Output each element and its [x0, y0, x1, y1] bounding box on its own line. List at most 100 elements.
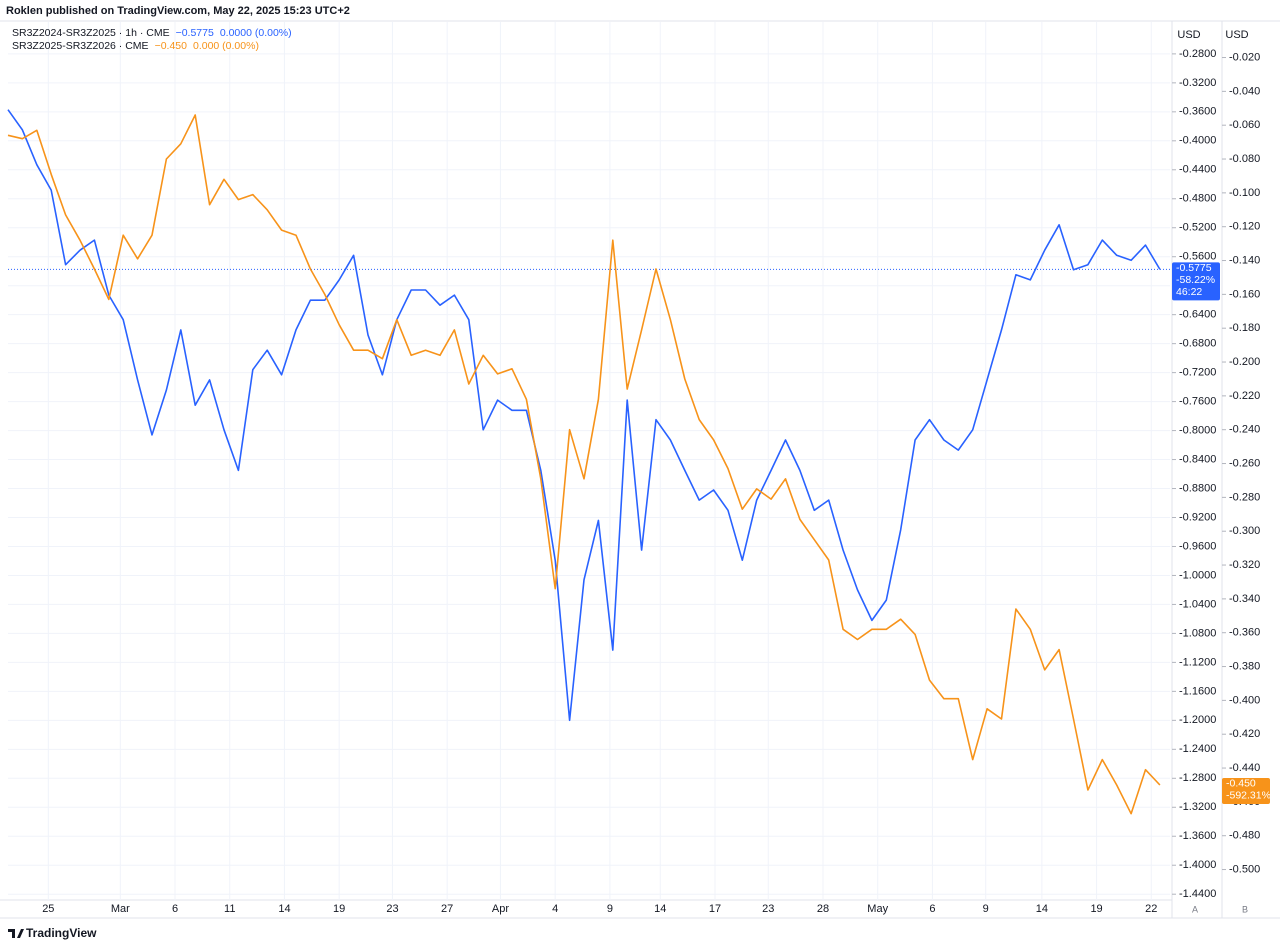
- x-tick-label: 6: [929, 903, 935, 915]
- y2-tick-label: -0.080: [1229, 153, 1260, 165]
- legend-entry: SR3Z2025-SR3Z2026 · CME −0.450 0.000 (0.00…: [12, 40, 259, 52]
- y-tick-label: -1.1200: [1179, 656, 1216, 668]
- axis-unit: USD: [1177, 29, 1200, 41]
- x-tick-label: 9: [983, 903, 989, 915]
- price-tag-label: -0.450: [1226, 778, 1256, 790]
- y2-tick-label: -0.480: [1229, 830, 1260, 842]
- x-tick-label: 11: [224, 903, 235, 915]
- y2-tick-label: -0.320: [1229, 559, 1260, 571]
- x-tick-label: 27: [441, 903, 453, 915]
- y2-tick-label: -0.500: [1229, 863, 1260, 875]
- y2-tick-label: -0.300: [1229, 525, 1260, 537]
- legend-text: 0.0000 (0.00%): [220, 27, 292, 39]
- x-tick-label: May: [867, 903, 888, 915]
- y-tick-label: -0.6400: [1179, 309, 1216, 321]
- grid: [8, 22, 1170, 900]
- y2-tick-label: -0.440: [1229, 762, 1260, 774]
- y2-tick-label: -0.180: [1229, 322, 1260, 334]
- y-tick-label: -1.0800: [1179, 627, 1216, 639]
- y2-tick-label: -0.140: [1229, 254, 1260, 266]
- y-tick-label: -0.2800: [1179, 48, 1216, 60]
- x-tick-label: 4: [552, 903, 558, 915]
- y2-tick-label: -0.160: [1229, 288, 1260, 300]
- y-tick-label: -1.2800: [1179, 772, 1216, 784]
- y-tick-label: -0.7200: [1179, 367, 1216, 379]
- legend-text: −0.450: [155, 40, 188, 52]
- y-tick-label: -0.5600: [1179, 251, 1216, 263]
- y-tick-label: -0.7600: [1179, 396, 1216, 408]
- y-tick-label: -0.8400: [1179, 453, 1216, 465]
- y2-tick-label: -0.220: [1229, 390, 1260, 402]
- y-tick-label: -0.5200: [1179, 222, 1216, 234]
- y-tick-label: -0.6800: [1179, 338, 1216, 350]
- x-tick-label: 9: [607, 903, 613, 915]
- y2-tick-label: -0.360: [1229, 627, 1260, 639]
- y-tick-label: -0.4800: [1179, 193, 1216, 205]
- x-tick-label: Mar: [111, 903, 130, 915]
- y-tick-label: -0.9600: [1179, 540, 1216, 552]
- y2-tick-label: -0.260: [1229, 457, 1260, 469]
- price-tag-label: 46:22: [1176, 286, 1202, 298]
- x-tick-label: 23: [762, 903, 774, 915]
- x-tick-label: Apr: [492, 903, 509, 915]
- y2-tick-label: -0.240: [1229, 424, 1260, 436]
- y-tick-label: -0.8800: [1179, 482, 1216, 494]
- y-tick-label: -1.0000: [1179, 569, 1216, 581]
- y2-tick-label: -0.340: [1229, 593, 1260, 605]
- y-tick-label: -1.3600: [1179, 830, 1216, 842]
- x-tick-label: 22: [1145, 903, 1157, 915]
- plot: [7, 109, 1170, 815]
- price-tag-label: -0.5775: [1176, 262, 1212, 274]
- y-tick-label: -0.3600: [1179, 106, 1216, 118]
- scale-mode[interactable]: A: [1192, 904, 1198, 914]
- price-tag: [1222, 777, 1270, 804]
- y2-tick-label: -0.400: [1229, 694, 1260, 706]
- x-tick-label: 19: [1090, 903, 1102, 915]
- y-tick-label: -1.4400: [1179, 888, 1216, 900]
- series-line: [7, 109, 1161, 722]
- x-tick-label: 14: [1036, 903, 1048, 915]
- y2-tick-label: -0.280: [1229, 491, 1260, 503]
- y-tick-label: -0.8000: [1179, 424, 1216, 436]
- scale-mode[interactable]: B: [1242, 904, 1248, 914]
- x-tick-label: 19: [333, 903, 345, 915]
- y2-tick-label: -0.380: [1229, 660, 1260, 672]
- y-tick-label: -1.1600: [1179, 685, 1216, 697]
- y-tick-label: -1.3200: [1179, 801, 1216, 813]
- legend-text: SR3Z2024-SR3Z2025 · 1h · CME: [12, 27, 170, 39]
- y-tick-label: -1.2400: [1179, 743, 1216, 755]
- header: Roklen published on TradingView.com, May…: [6, 5, 350, 17]
- x-tick-label: 14: [654, 903, 666, 915]
- y2-tick-label: -0.060: [1229, 119, 1260, 131]
- y2-tick-label: -0.020: [1229, 51, 1260, 63]
- price-tag-label: -592.31%: [1226, 790, 1271, 802]
- y2-tick-label: -0.420: [1229, 728, 1260, 740]
- y-tick-label: -1.4000: [1179, 859, 1216, 871]
- x-tick-label: 23: [386, 903, 398, 915]
- x-tick-label: 28: [817, 903, 829, 915]
- y-tick-label: -0.9200: [1179, 511, 1216, 523]
- legend-text: SR3Z2025-SR3Z2026 · CME: [12, 40, 149, 52]
- y-tick-label: -1.2000: [1179, 714, 1216, 726]
- y2-tick-label: -0.200: [1229, 356, 1260, 368]
- y-tick-label: -0.4000: [1179, 135, 1216, 147]
- labels: 25 Mar 6 11 14 19 23 27 Apr 4 9 14 17 23 28 May 6 9 14 19 22…: [12, 27, 1271, 915]
- legend-text: −0.5775: [176, 27, 214, 39]
- y2-tick-label: -0.120: [1229, 221, 1260, 233]
- series-line: [7, 114, 1161, 815]
- price-tag-label: -58.22%: [1176, 274, 1215, 286]
- price-tag: [1172, 262, 1220, 301]
- y-tick-label: -1.0400: [1179, 598, 1216, 610]
- brand-logo: [8, 929, 24, 938]
- y-tick-label: -0.3200: [1179, 77, 1216, 89]
- x-tick-label: 14: [278, 903, 290, 915]
- x-tick-label: 6: [172, 903, 178, 915]
- x-tick-label: 25: [42, 903, 54, 915]
- y2-tick-label: -0.100: [1229, 187, 1260, 199]
- x-tick-label: 17: [709, 903, 721, 915]
- axis-unit: USD: [1225, 29, 1248, 41]
- legend-text: 0.000 (0.00%): [193, 40, 259, 52]
